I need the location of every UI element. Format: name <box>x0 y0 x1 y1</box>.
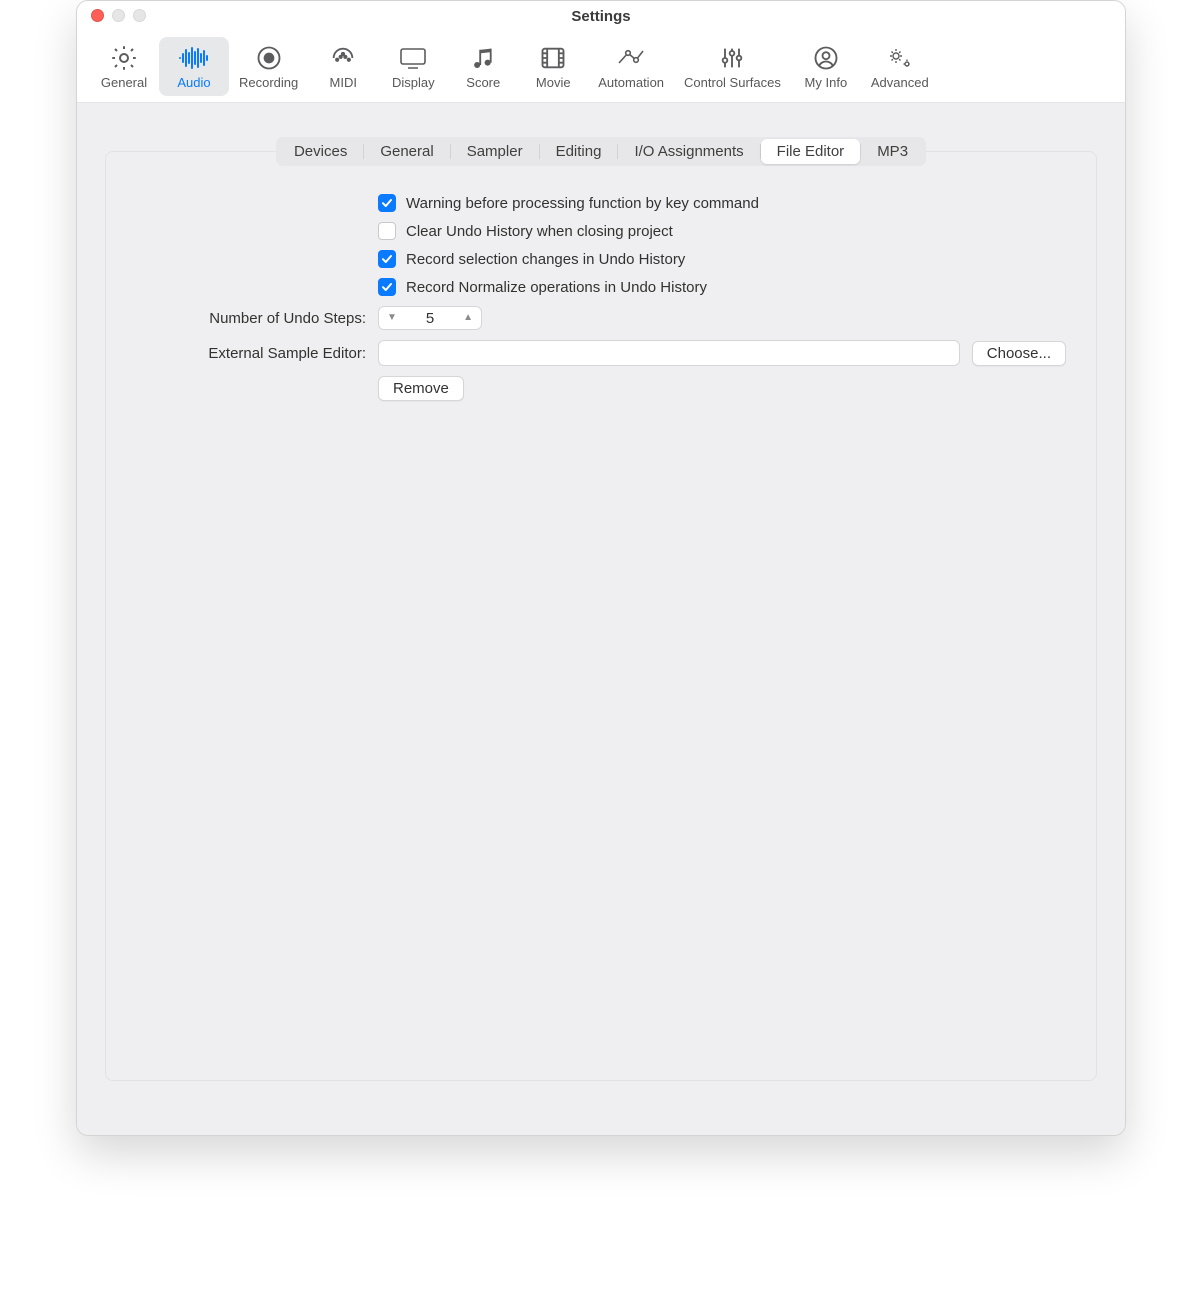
toolbar-label: Movie <box>536 75 571 90</box>
toolbar-label: Control Surfaces <box>684 75 781 90</box>
toolbar-item-midi[interactable]: MIDI <box>308 37 378 96</box>
undo-steps-stepper[interactable]: ▼ 5 ▲ <box>378 306 482 330</box>
window-controls <box>91 9 146 22</box>
toolbar-item-score[interactable]: Score <box>448 37 518 96</box>
chevron-up-icon[interactable]: ▲ <box>463 313 473 323</box>
toolbar-label: Display <box>392 75 435 90</box>
toolbar-item-recording[interactable]: Recording <box>229 37 308 96</box>
close-window-button[interactable] <box>91 9 104 22</box>
checkbox-record-normalize-undo[interactable] <box>378 278 396 296</box>
chevron-down-icon[interactable]: ▼ <box>387 313 397 323</box>
content-area: Devices General Sampler Editing I/O Assi… <box>77 103 1125 1135</box>
file-editor-panel: Warning before processing function by ke… <box>105 151 1097 1081</box>
sliders-icon <box>714 43 750 73</box>
toolbar-item-control-surfaces[interactable]: Control Surfaces <box>674 37 791 96</box>
choose-button[interactable]: Choose... <box>972 341 1066 366</box>
toolbar-item-automation[interactable]: Automation <box>588 37 674 96</box>
waveform-icon <box>176 43 212 73</box>
toolbar-label: Recording <box>239 75 298 90</box>
toolbar-item-advanced[interactable]: Advanced <box>861 37 939 96</box>
audio-subtabs: Devices General Sampler Editing I/O Assi… <box>276 137 926 166</box>
toolbar-item-movie[interactable]: Movie <box>518 37 588 96</box>
toolbar-label: Audio <box>177 75 210 90</box>
checkbox-clear-undo-close[interactable] <box>378 222 396 240</box>
toolbar-item-my-info[interactable]: My Info <box>791 37 861 96</box>
window-title: Settings <box>77 8 1125 25</box>
toolbar-item-audio[interactable]: Audio <box>159 37 229 96</box>
subtab-general[interactable]: General <box>364 139 449 164</box>
toolbar-label: Advanced <box>871 75 929 90</box>
undo-steps-value: 5 <box>426 310 434 327</box>
zoom-window-button[interactable] <box>133 9 146 22</box>
checkbox-record-selection-undo[interactable] <box>378 250 396 268</box>
person-circle-icon <box>808 43 844 73</box>
toolbar-label: General <box>101 75 147 90</box>
checkbox-label: Record Normalize operations in Undo Hist… <box>406 279 707 296</box>
midi-icon <box>325 43 361 73</box>
settings-window: Settings General Audio <box>76 0 1126 1136</box>
toolbar-label: My Info <box>805 75 848 90</box>
subtab-sampler[interactable]: Sampler <box>451 139 539 164</box>
external-editor-input[interactable] <box>378 340 960 366</box>
toolbar-label: Automation <box>598 75 664 90</box>
subtab-file-editor[interactable]: File Editor <box>761 139 861 164</box>
titlebar: Settings <box>77 1 1125 31</box>
display-icon <box>395 43 431 73</box>
undo-steps-label: Number of Undo Steps: <box>136 310 366 327</box>
toolbar-item-display[interactable]: Display <box>378 37 448 96</box>
film-icon <box>535 43 571 73</box>
subtab-devices[interactable]: Devices <box>278 139 363 164</box>
external-editor-label: External Sample Editor: <box>136 345 366 362</box>
remove-button[interactable]: Remove <box>378 376 464 401</box>
settings-toolbar: General Audio Recording <box>77 31 1125 103</box>
subtab-io-assignments[interactable]: I/O Assignments <box>618 139 759 164</box>
automation-icon <box>613 43 649 73</box>
toolbar-label: MIDI <box>330 75 357 90</box>
subtab-editing[interactable]: Editing <box>540 139 618 164</box>
gears-icon <box>882 43 918 73</box>
gear-icon <box>106 43 142 73</box>
checkbox-label: Clear Undo History when closing project <box>406 223 673 240</box>
minimize-window-button[interactable] <box>112 9 125 22</box>
form: Warning before processing function by ke… <box>136 194 1066 401</box>
checkbox-warning-key-command[interactable] <box>378 194 396 212</box>
toolbar-label: Score <box>466 75 500 90</box>
music-notes-icon <box>465 43 501 73</box>
toolbar-item-general[interactable]: General <box>89 37 159 96</box>
checkbox-label: Warning before processing function by ke… <box>406 195 759 212</box>
subtab-mp3[interactable]: MP3 <box>861 139 924 164</box>
checkbox-label: Record selection changes in Undo History <box>406 251 685 268</box>
record-icon <box>251 43 287 73</box>
